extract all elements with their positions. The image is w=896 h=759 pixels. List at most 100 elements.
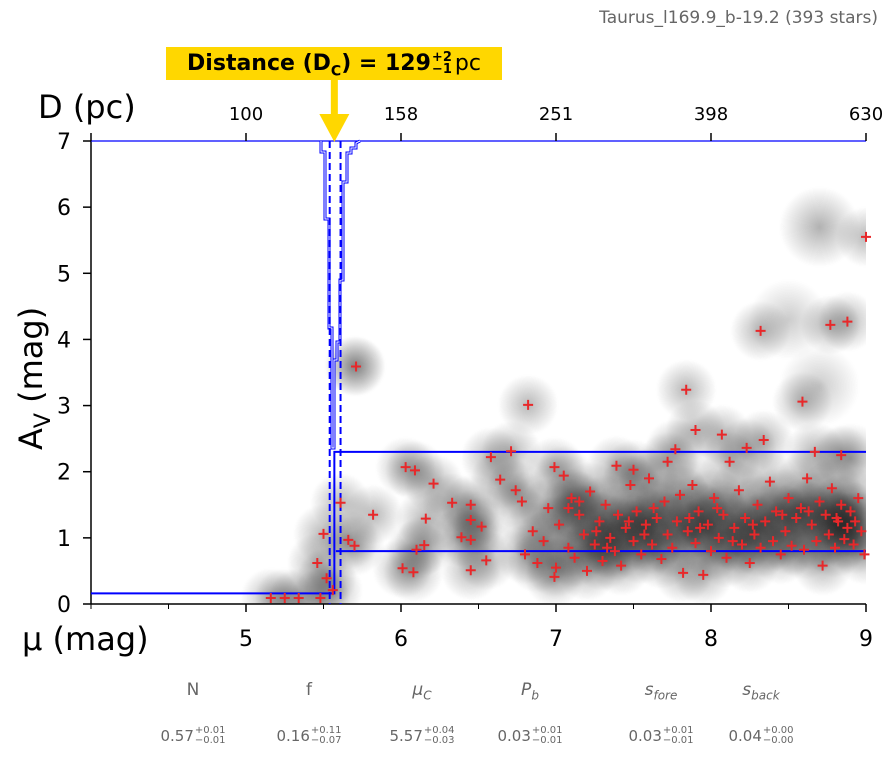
- star-marker: [713, 532, 724, 543]
- star-marker: [315, 593, 326, 604]
- star-marker: [321, 573, 332, 584]
- star-marker: [797, 396, 808, 407]
- star-marker: [591, 526, 602, 537]
- star-marker: [628, 536, 639, 547]
- star-marker: [729, 522, 740, 533]
- star-marker: [836, 499, 847, 510]
- star-marker: [656, 554, 667, 565]
- star-marker: [554, 519, 565, 530]
- star-marker: [740, 513, 751, 524]
- y-tick-label: 6: [57, 196, 71, 221]
- star-marker: [698, 569, 709, 580]
- x-tick-label: 7: [549, 627, 563, 652]
- star-marker: [831, 513, 842, 524]
- star-marker: [839, 534, 850, 545]
- star-marker: [527, 526, 538, 537]
- star-marker: [293, 593, 304, 604]
- star-marker: [481, 555, 492, 566]
- star-marker: [682, 526, 693, 537]
- star-marker: [659, 496, 670, 507]
- star-marker: [620, 522, 631, 533]
- star-marker: [826, 483, 837, 494]
- star-marker: [820, 509, 831, 520]
- star-marker: [755, 325, 766, 336]
- star-marker: [563, 503, 574, 514]
- y-axis-label-main: A: [12, 428, 50, 450]
- star-marker: [842, 522, 853, 533]
- y-tick-label: 1: [57, 527, 71, 552]
- star-marker: [744, 557, 755, 568]
- annotation-unit: pc: [454, 51, 481, 76]
- y-tick-label: 3: [57, 395, 71, 420]
- star-marker: [602, 542, 613, 553]
- star-marker: [532, 557, 543, 568]
- star-marker: [648, 503, 659, 514]
- star-marker: [516, 496, 527, 507]
- star-marker: [640, 519, 651, 530]
- distance-histogram-inner: [320, 140, 361, 449]
- star-marker: [799, 544, 809, 555]
- model-line-foreground: [91, 450, 866, 595]
- star-marker: [465, 534, 476, 545]
- distance-annotation: Distance (DC) = 129 +2 −1 pc: [166, 47, 502, 80]
- star-marker: [611, 460, 622, 471]
- star-marker: [848, 539, 859, 550]
- star-marker: [636, 549, 647, 560]
- star-marker: [485, 452, 496, 463]
- star-marker: [351, 361, 362, 372]
- star-marker: [647, 539, 658, 550]
- star-marker: [783, 493, 794, 504]
- star-marker: [447, 497, 458, 508]
- star-marker: [777, 509, 788, 520]
- star-marker: [861, 231, 871, 242]
- star-marker: [600, 499, 611, 510]
- star-marker: [733, 485, 744, 496]
- x-tick-label: 9: [859, 627, 873, 652]
- star-marker: [825, 319, 836, 330]
- star-marker: [768, 536, 778, 547]
- y-tick-label: 5: [57, 262, 71, 287]
- top-tick-label: 100: [229, 104, 263, 125]
- star-marker: [684, 513, 695, 524]
- star-marker: [823, 529, 834, 540]
- star-marker: [670, 444, 681, 455]
- star-marker: [623, 516, 634, 527]
- star-marker: [327, 585, 338, 596]
- star-marker: [465, 565, 476, 576]
- star-marker: [631, 506, 642, 517]
- star-marker: [343, 534, 354, 545]
- star-marker: [727, 536, 738, 547]
- star-marker: [712, 503, 723, 514]
- star-marker: [853, 493, 864, 504]
- distance-arrow-head: [319, 114, 350, 142]
- star-marker: [609, 546, 620, 557]
- star-marker: [859, 549, 870, 560]
- star-marker: [628, 464, 639, 475]
- star-marker: [806, 519, 817, 530]
- star-marker: [690, 425, 701, 436]
- star-marker: [411, 544, 422, 555]
- star-marker: [582, 565, 592, 576]
- star-marker: [597, 556, 608, 567]
- y-tick-label: 4: [57, 328, 71, 353]
- x-tick-label: 8: [704, 627, 718, 652]
- star-marker: [549, 571, 560, 582]
- star-marker: [465, 499, 476, 510]
- star-marker: [456, 532, 467, 543]
- top-tick-label: 630: [849, 104, 883, 125]
- star-marker: [616, 560, 627, 571]
- star-marker: [563, 542, 574, 553]
- star-marker: [749, 529, 760, 540]
- star-marker: [538, 536, 549, 547]
- x-axis-label: μ (mag): [22, 620, 149, 658]
- star-marker: [760, 516, 771, 527]
- star-marker: [702, 519, 713, 530]
- star-marker: [312, 557, 323, 568]
- star-marker: [675, 489, 685, 500]
- star-marker: [814, 496, 825, 507]
- star-marker: [349, 540, 360, 551]
- star-marker: [780, 526, 791, 537]
- star-marker: [265, 593, 276, 604]
- star-marker: [625, 479, 636, 490]
